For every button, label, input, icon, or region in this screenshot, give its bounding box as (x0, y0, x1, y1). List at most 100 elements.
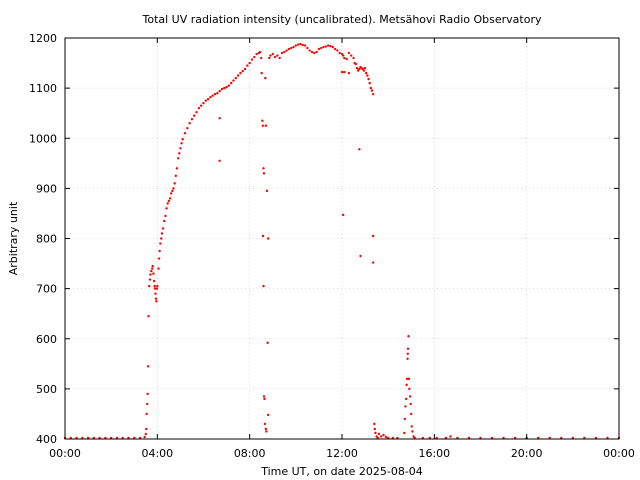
y-tick-label: 900 (36, 182, 57, 195)
data-point (156, 284, 159, 288)
data-point (296, 43, 300, 46)
data-point (151, 267, 154, 270)
data-point (218, 89, 221, 93)
data-point (352, 56, 355, 60)
data-point (263, 422, 267, 426)
data-point (266, 413, 270, 417)
data-point (181, 138, 184, 141)
data-point (343, 70, 346, 74)
data-point (271, 52, 274, 56)
x-tick-label: 12:00 (326, 447, 358, 460)
data-point (175, 167, 179, 170)
data-point (359, 254, 362, 258)
data-point (347, 51, 351, 55)
data-point (411, 430, 414, 433)
data-point (206, 97, 210, 101)
data-point (144, 432, 147, 436)
data-point (290, 46, 293, 50)
data-point (407, 335, 410, 338)
data-point (308, 49, 311, 52)
data-point (188, 122, 191, 125)
data-point (369, 86, 373, 90)
data-point (336, 49, 339, 52)
data-point (370, 89, 374, 92)
x-tick-label: 00:00 (49, 447, 81, 460)
data-point (278, 56, 281, 60)
data-point (322, 45, 325, 49)
data-point (350, 54, 353, 57)
data-point (260, 56, 263, 60)
data-point (172, 187, 175, 190)
data-point (313, 51, 316, 55)
data-point (366, 74, 369, 77)
data-point (148, 284, 151, 288)
data-point (303, 44, 307, 47)
data-point (355, 66, 359, 70)
data-point (204, 99, 208, 102)
data-point (255, 52, 258, 56)
data-point (146, 365, 150, 368)
data-point (409, 402, 412, 406)
data-point (241, 69, 244, 73)
data-point (176, 157, 180, 160)
data-point (261, 119, 264, 122)
data-point (153, 287, 157, 290)
y-tick-label: 500 (36, 383, 57, 396)
data-point (239, 71, 242, 75)
data-point (164, 214, 167, 218)
data-point (150, 269, 153, 273)
data-point (195, 110, 198, 114)
data-point (269, 54, 272, 57)
x-axis-label: Time UT, on date 2025-08-04 (260, 465, 423, 478)
data-point (292, 45, 295, 49)
data-point (338, 51, 341, 55)
data-point (405, 383, 408, 387)
data-point (374, 431, 377, 435)
data-point (167, 199, 171, 203)
data-point (340, 70, 344, 74)
data-point (161, 227, 165, 230)
data-point (145, 412, 148, 416)
data-point (405, 377, 409, 381)
data-point (169, 192, 173, 195)
data-point (408, 387, 411, 391)
data-point (160, 232, 164, 235)
x-tick-label: 00:00 (603, 447, 635, 460)
grid (65, 38, 619, 439)
data-point (243, 67, 247, 71)
y-tick-label: 1100 (29, 82, 57, 95)
data-point (404, 405, 407, 408)
data-point (273, 55, 277, 59)
data-point (306, 46, 309, 50)
data-point (246, 64, 249, 67)
data-point (363, 66, 367, 70)
data-point (218, 117, 221, 120)
data-point (294, 44, 298, 47)
data-point (404, 397, 408, 401)
data-point (264, 76, 267, 80)
data-point (234, 76, 238, 80)
data-point (157, 257, 161, 260)
data-point (152, 272, 155, 275)
data-point (410, 412, 413, 416)
data-point (258, 50, 262, 54)
data-point (377, 432, 381, 436)
data-point (227, 84, 231, 87)
data-point (171, 189, 174, 193)
data-point (173, 182, 176, 185)
y-tick-label: 700 (36, 283, 57, 296)
data-point (285, 49, 288, 52)
data-point (262, 172, 266, 175)
data-point (341, 213, 345, 217)
data-point (362, 69, 366, 72)
data-point (345, 57, 348, 61)
data-point (367, 77, 370, 81)
data-point (160, 237, 163, 240)
data-point (406, 352, 409, 355)
data-point (261, 234, 265, 238)
data-point (145, 427, 148, 431)
data-point (406, 347, 410, 350)
data-point (230, 81, 233, 85)
data-point (248, 61, 251, 65)
data-point (180, 142, 183, 145)
